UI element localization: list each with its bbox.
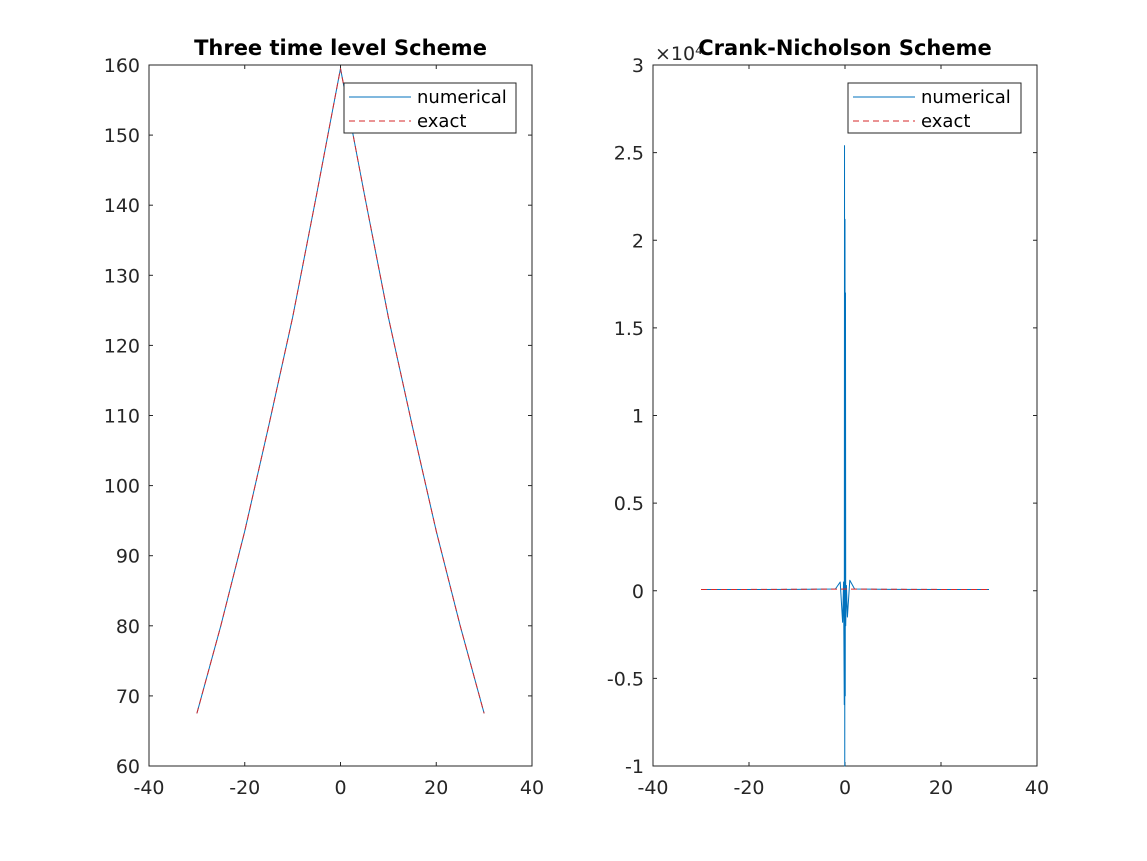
right-subplot: -40 -20 0 20 40 -1 -0.5 0 0.5 1 1.5 2 2.5 3 ×10⁴Crank-… [607,36,1049,799]
left-subplot: -40 -20 0 20 40 60 70 80 90 100 110 120 130 140 150 160… [104,36,544,799]
legend-box [343,82,517,134]
x-tick-label: -40 [133,777,164,799]
y-tick-label: 1.5 [614,318,644,340]
y-tick-label: 80 [116,616,140,638]
series-line-numerical [700,145,990,767]
legend: numerical exact [343,82,517,134]
y-tick-label: 160 [104,55,140,77]
x-tick-label: 20 [929,777,953,799]
legend: numerical exact [847,82,1022,134]
y-tick-label: 120 [104,335,140,357]
y-tick-label: 60 [116,756,140,778]
y-tick-label: 70 [116,686,140,708]
y-tick-label: 90 [116,546,140,568]
x-tick-label: 40 [1025,777,1049,799]
y-exponent-label: ×10⁴ [655,43,703,65]
x-tick-label: 0 [839,777,851,799]
legend-label: exact [417,111,466,132]
x-tick-label: -20 [733,777,764,799]
y-tick-label: 2.5 [614,143,644,165]
y-tick-label: 3 [632,55,644,77]
legend-box [847,82,1022,134]
chart-title: Three time level Scheme [194,36,487,60]
legend-label: numerical [921,87,1011,108]
y-tick-label: -1 [625,756,644,778]
x-tick-label: 20 [424,777,448,799]
x-tick-label: -40 [637,777,668,799]
chart-title: Crank-Nicholson Scheme [698,36,991,60]
y-tick-label: 140 [104,195,140,217]
y-tick-label: 110 [104,406,140,428]
series-line-exact [196,68,485,714]
series-line-exact [700,588,990,591]
y-tick-label: 100 [104,476,140,498]
y-tick-label: -0.5 [607,668,644,690]
legend-label: exact [921,111,970,132]
legend-label: numerical [417,87,507,108]
y-tick-label: 150 [104,125,140,147]
x-tick-label: 0 [334,777,346,799]
x-tick-label: 40 [520,777,544,799]
y-tick-label: 2 [632,230,644,252]
y-tick-label: 130 [104,265,140,287]
x-tick-label: -20 [229,777,260,799]
y-tick-label: 1 [632,406,644,428]
y-tick-label: 0.5 [614,493,644,515]
y-tick-label: 0 [632,581,644,603]
